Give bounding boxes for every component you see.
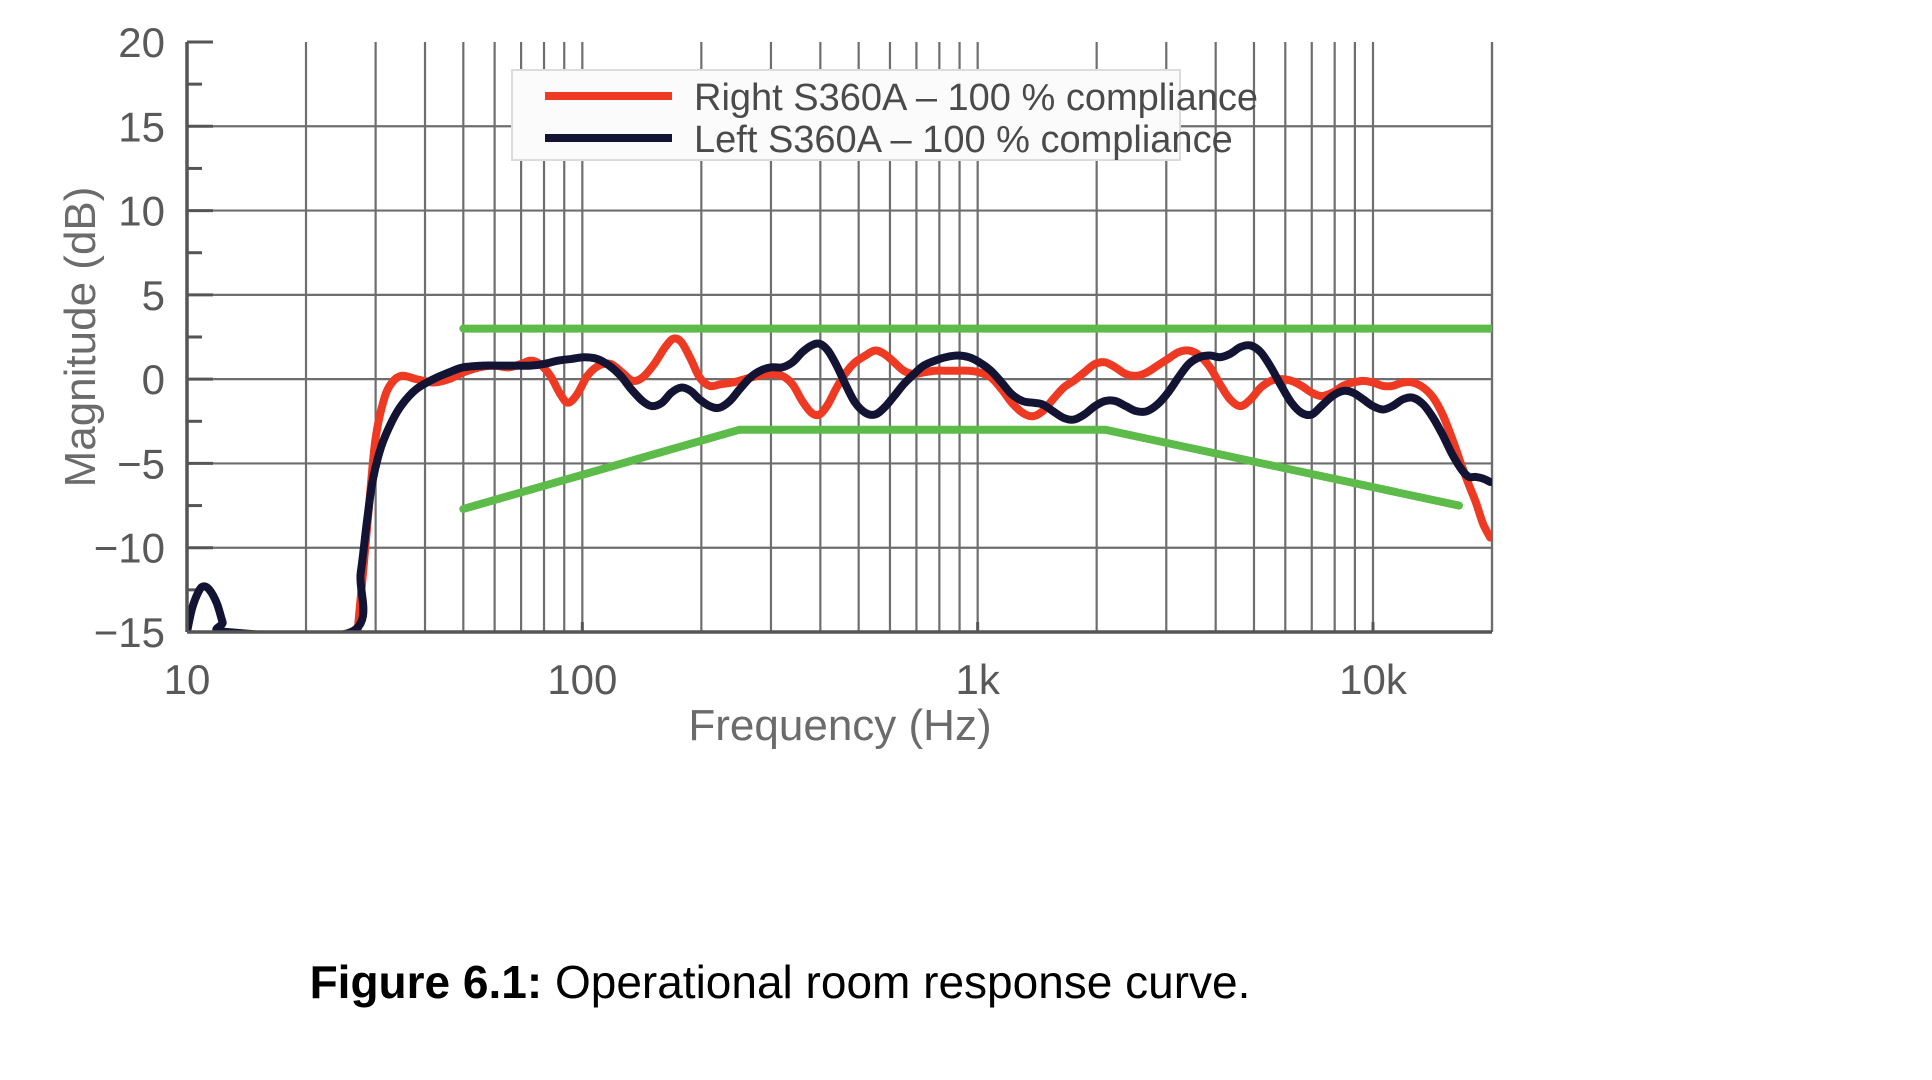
legend-box xyxy=(511,69,1181,161)
y-axis-title: Magnitude (dB) xyxy=(56,187,105,488)
series-layer xyxy=(187,324,1492,632)
figure-caption: Figure 6.1: Operational room response cu… xyxy=(0,955,1560,1009)
y-tick-label: 15 xyxy=(118,103,165,150)
x-axis-tick-labels: 10 100 1k 10k xyxy=(164,656,1408,703)
chart-area: −15 −10 −5 0 5 10 15 20 10 100 1k 10k Magnitude (d… xyxy=(56,19,1494,750)
y-tick-label: −5 xyxy=(117,440,165,487)
legend: Right S360A – 100 % compliance Left S360… xyxy=(511,69,1258,161)
y-tick-label: −15 xyxy=(94,609,165,656)
tolerance-line xyxy=(459,425,1463,513)
x-axis-title: Frequency (Hz) xyxy=(688,701,991,750)
x-tick-label: 100 xyxy=(547,656,617,703)
legend-label-right: Right S360A – 100 % compliance xyxy=(694,77,1258,119)
y-tick-label: 20 xyxy=(118,19,165,66)
x-tick-label: 10 xyxy=(164,656,211,703)
y-tick-label: 5 xyxy=(142,272,165,319)
figure-caption-label: Figure 6.1: xyxy=(309,956,543,1008)
x-tick-label: 10k xyxy=(1339,656,1408,703)
curves xyxy=(187,324,1492,632)
response-curve-chart: −15 −10 −5 0 5 10 15 20 10 100 1k 10k Magnitude (d… xyxy=(56,19,1494,750)
y-tick-label: −10 xyxy=(94,525,165,572)
legend-label-left: Left S360A – 100 % compliance xyxy=(694,119,1233,161)
response-curve xyxy=(187,339,1492,632)
response-curve xyxy=(353,334,1492,632)
figure-caption-text: Operational room response curve. xyxy=(554,956,1251,1008)
y-tick-label: 10 xyxy=(118,188,165,235)
x-tick-label: 1k xyxy=(955,656,1000,703)
y-axis-tick-labels: −15 −10 −5 0 5 10 15 20 xyxy=(94,19,165,656)
y-tick-label: 0 xyxy=(142,356,165,403)
